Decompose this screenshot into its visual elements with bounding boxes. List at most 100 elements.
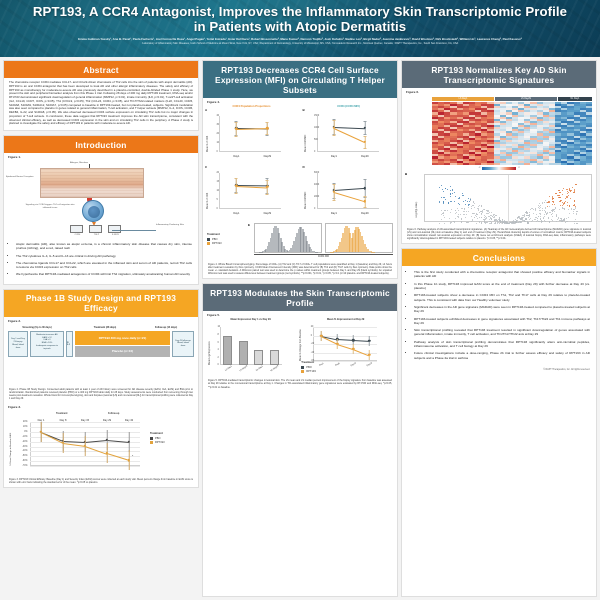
heatmap-cell bbox=[444, 137, 451, 140]
heatmap-cell bbox=[505, 148, 512, 151]
heatmap-cell bbox=[487, 145, 494, 149]
heatmap-cell bbox=[585, 102, 592, 105]
heatmap-cell bbox=[432, 141, 439, 144]
histogram-pair bbox=[250, 223, 393, 253]
heatmap-row-labels: MMP12 IL8 CXCL9 CCL19 CCR7 ICOS IL2 CCL24 CCR4 IL… bbox=[406, 102, 431, 165]
heatmap-cell bbox=[530, 135, 537, 138]
heatmap-cell bbox=[462, 135, 469, 138]
heatmap-cell bbox=[585, 158, 592, 161]
tx-line-y-tick: -40 bbox=[310, 351, 315, 354]
heatmap-cell bbox=[450, 145, 457, 149]
list-item: Significant decreases in the AD gene sig… bbox=[414, 305, 590, 314]
heatmap-cell bbox=[468, 158, 476, 161]
heatmap-cell bbox=[579, 131, 586, 134]
heatmap-cell bbox=[438, 135, 445, 138]
heatmap-cell bbox=[548, 139, 556, 142]
heatmap-cell bbox=[561, 158, 568, 161]
heatmap-cell bbox=[450, 110, 457, 113]
heatmap-cell bbox=[444, 120, 451, 123]
heatmap-cell bbox=[518, 158, 525, 161]
heatmap-cell bbox=[438, 110, 445, 113]
list-item: Future clinical investigations include a… bbox=[414, 351, 590, 360]
heatmap-cell bbox=[475, 139, 482, 142]
heatmap-cell bbox=[512, 114, 519, 117]
heatmap-cell bbox=[444, 143, 451, 146]
heatmap-cell bbox=[567, 102, 574, 105]
heatmap-cell bbox=[456, 120, 463, 123]
heatmap-cell bbox=[468, 143, 476, 146]
heatmap-cell bbox=[456, 160, 463, 163]
heatmap-cell bbox=[555, 112, 562, 115]
heatmap-cell bbox=[518, 162, 525, 165]
heatmap-cell bbox=[505, 135, 512, 138]
heatmap-cell bbox=[561, 129, 568, 132]
heatmap-cell bbox=[499, 120, 506, 123]
heatmap-cell bbox=[499, 131, 506, 134]
ccr4-y-tick: 5 bbox=[216, 199, 218, 201]
heatmap-cell bbox=[456, 116, 463, 119]
heatmap-cell bbox=[585, 152, 592, 155]
heatmap-cell bbox=[493, 110, 500, 113]
heatmap-cell bbox=[475, 108, 482, 111]
heatmap-cell bbox=[555, 152, 562, 155]
heatmap-cell bbox=[561, 104, 568, 107]
heatmap-cell bbox=[487, 110, 494, 113]
heatmap-cell bbox=[555, 135, 562, 138]
heatmap-cell bbox=[548, 110, 556, 113]
ccr4-y-axis-label: Mean CCR4 MFI bbox=[304, 191, 307, 209]
heatmap-cell bbox=[561, 116, 568, 119]
heatmap-cell bbox=[573, 160, 580, 163]
heatmap-cell bbox=[555, 137, 562, 140]
heatmap-cell bbox=[481, 156, 488, 159]
heatmap-cell bbox=[487, 158, 494, 161]
figure5-legend-title: Treatment bbox=[301, 361, 315, 365]
easi-phase-treatment: Treatment bbox=[56, 412, 68, 416]
heatmap-cell bbox=[481, 150, 488, 153]
tx-bar-y-tick: 10 bbox=[217, 326, 221, 329]
heatmap-cell bbox=[487, 135, 494, 138]
heatmap-cell bbox=[530, 127, 537, 130]
heatmap-cell bbox=[555, 104, 562, 107]
heatmap-cell bbox=[493, 104, 500, 107]
easi-plot-area bbox=[30, 422, 140, 467]
heatmap-cell bbox=[536, 120, 543, 123]
heatmap-cell bbox=[456, 162, 463, 165]
heatmap-cell bbox=[493, 112, 500, 115]
poster-header: RPT193, A CCR4 Antagonist, Improves the … bbox=[0, 0, 600, 57]
heatmap-cell bbox=[530, 145, 537, 149]
heatmap-cell bbox=[536, 133, 543, 136]
heatmap-cell bbox=[438, 102, 445, 105]
heatmap-cell bbox=[548, 160, 556, 163]
heatmap-cell bbox=[462, 125, 469, 128]
heatmap-cell bbox=[475, 104, 482, 107]
heatmap-cell bbox=[567, 141, 574, 144]
figure4-caption: Figure 4. Whole Blood Immunophenotyping.… bbox=[208, 263, 392, 276]
heatmap-cell bbox=[462, 110, 469, 113]
easi-x-tick: Day 15 bbox=[80, 418, 90, 422]
heatmap-grid bbox=[432, 102, 592, 165]
heatmap-cell bbox=[579, 156, 586, 159]
heatmap-cell bbox=[530, 162, 537, 165]
heatmap-cell bbox=[468, 120, 476, 123]
heatmap-cell bbox=[438, 156, 445, 159]
heatmap-cell bbox=[475, 135, 482, 138]
heatmap-cell bbox=[432, 110, 439, 113]
heatmap-cell bbox=[561, 141, 568, 144]
heatmap-cell bbox=[512, 158, 519, 161]
heatmap-cell bbox=[542, 114, 549, 117]
heatmap-cell bbox=[499, 160, 506, 163]
heatmap-cell bbox=[585, 137, 592, 140]
heatmap-cell bbox=[585, 106, 592, 109]
heatmap-cell bbox=[542, 129, 549, 132]
heatmap-cell bbox=[567, 122, 574, 126]
heatmap-cell bbox=[505, 110, 512, 113]
heatmap-cell bbox=[561, 160, 568, 163]
figure3-caption: Figure 3. RPT193 Clinical Efficacy. Base… bbox=[9, 478, 193, 485]
heatmap-cell bbox=[567, 143, 574, 146]
ccr4-y-tick: 4000 bbox=[314, 184, 320, 186]
heatmap-cell bbox=[524, 112, 531, 115]
easi-y-tick: -20% bbox=[22, 440, 28, 443]
heatmap-cell bbox=[468, 102, 476, 105]
heatmap-cell bbox=[438, 114, 445, 117]
heatmap-cell bbox=[456, 143, 463, 146]
